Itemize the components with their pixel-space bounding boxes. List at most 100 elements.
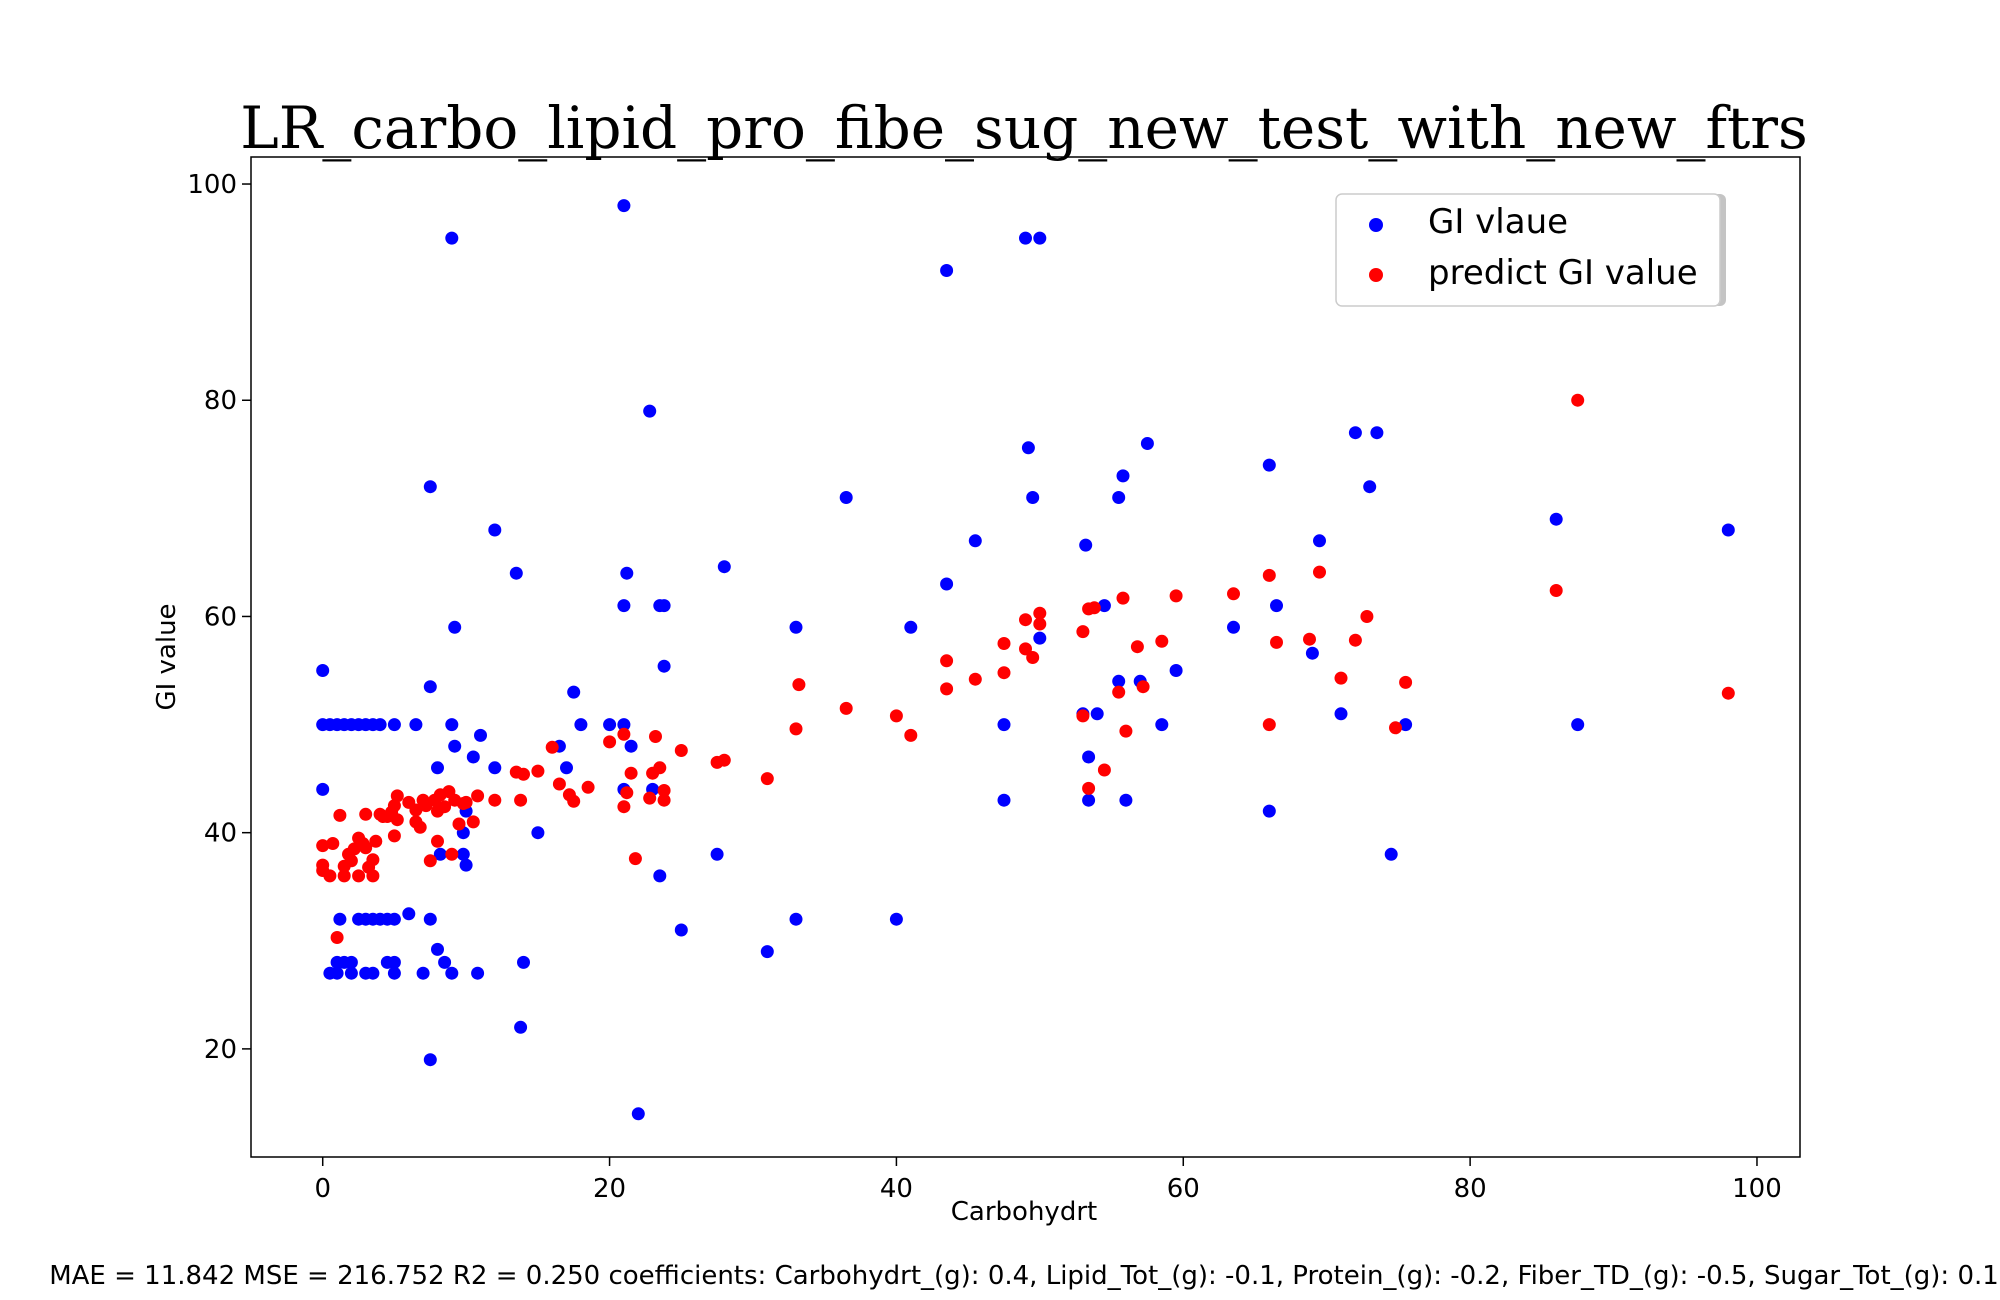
gi-value-point [1097,599,1111,613]
gi-value-point [889,912,903,926]
x-tick-label: 20 [593,1174,626,1204]
y-tick-label: 40 [204,819,237,849]
gi-value-point [531,826,545,840]
predicted-gi-point [316,839,330,853]
predicted-gi-point [940,682,954,696]
gi-value-point [445,718,459,732]
gi-value-point [643,404,657,418]
gi-value-point [624,739,638,753]
gi-value-point [1305,646,1319,660]
gi-value-point [620,566,634,580]
legend-label-predict-gi-value: predict GI value [1428,253,1698,293]
predicted-gi-point [452,817,466,831]
gi-value-point [603,718,617,732]
predicted-gi-point [1571,393,1585,407]
gi-value-point [344,966,358,980]
legend-box [1335,193,1721,307]
predicted-gi-point [390,789,404,803]
predicted-gi-point [889,709,903,723]
predicted-gi-point [657,793,671,807]
gi-value-point [1082,750,1096,764]
predicted-gi-point [413,820,427,834]
predicted-gi-point [1087,601,1101,615]
predicted-gi-point [1334,671,1348,685]
predicted-gi-point [1076,625,1090,639]
plot-frame [250,156,1801,1158]
predicted-gi-point [649,730,662,743]
metrics-footer: MAE = 11.842 MSE = 216.752 R2 = 0.250 co… [49,1261,1999,1291]
predicted-gi-point [333,808,347,822]
gi-value-point [567,685,581,699]
gi-value-point [1021,441,1035,455]
x-axis-label: Carbohydrt [951,1197,1097,1227]
predicted-gi-point [1262,718,1276,732]
predicted-gi-point [1155,634,1169,648]
gi-value-point [433,847,447,861]
predicted-gi-point [1097,763,1111,777]
gi-value-point [1119,793,1133,807]
x-tick-label: 0 [314,1174,331,1204]
gi-value-point [1227,620,1240,634]
gi-value-point [1571,718,1585,732]
predicted-gi-point [1313,565,1326,579]
gi-value-point [474,728,487,742]
x-tick-label: 100 [1732,1174,1782,1204]
predicted-gi-point [1130,640,1144,654]
predicted-gi-point [1270,635,1283,649]
predicted-gi-point [316,858,330,872]
predicted-gi-point [628,852,642,866]
gi-value-point [1270,599,1283,613]
predicted-gi-point [323,869,337,883]
gi-value-point [431,761,444,775]
predicted-gi-point [997,666,1011,680]
y-tick-label: 80 [204,386,237,416]
predicted-gi-point [531,764,545,778]
gi-value-point [509,566,523,580]
gi-value-point [904,620,918,634]
predicted-gi-point [438,800,452,814]
predicted-gi-point [387,829,401,843]
predicted-gi-point [760,772,774,786]
predicted-gi-point [366,853,380,867]
gi-value-point [940,577,954,591]
gi-value-point [1140,437,1154,450]
legend-label-gi-value: GI vlaue [1428,202,1568,242]
predicted-gi-point [968,672,982,686]
gi-value-point [1721,523,1735,537]
predicted-gi-point [643,791,657,805]
y-tick-label: 20 [204,1035,237,1065]
gi-value-point [1155,718,1169,732]
predicted-gi-point [466,815,480,829]
gi-value-point [423,1053,437,1067]
gi-value-point [471,966,485,980]
gi-value-point [653,869,667,883]
x-tick-label: 60 [1167,1174,1200,1204]
y-tick-label: 100 [187,170,237,200]
gi-value-point [997,793,1011,807]
gi-value-point [387,718,401,732]
gi-value-point [402,907,416,921]
gi-value-point [574,718,588,732]
gi-value-point [488,761,502,775]
gi-value-point [940,264,954,277]
predicted-gi-point [1033,617,1047,631]
predicted-gi-point [1082,781,1096,795]
gi-value-point [373,718,387,732]
predicted-gi-point [1033,606,1047,620]
predicted-gi-point [620,786,634,800]
predicted-gi-point [1227,587,1240,601]
predicted-gi-point [514,793,528,807]
predicted-gi-point [1549,584,1563,597]
predicted-gi-point [326,837,340,850]
gi-value-point [997,718,1011,732]
gi-value-point [560,761,573,775]
gi-value-point [387,955,401,969]
gi-value-point [431,942,444,956]
predicted-gi-point [552,777,566,791]
x-axis-ticks: 0 20 40 60 80 100 [314,1157,1782,1204]
predicted-gi-point [352,869,366,883]
predicted-gi-point [839,701,853,715]
gi-value-point [1370,426,1384,440]
gi-value-point [1549,512,1563,526]
predicted-gi-point [488,793,502,807]
